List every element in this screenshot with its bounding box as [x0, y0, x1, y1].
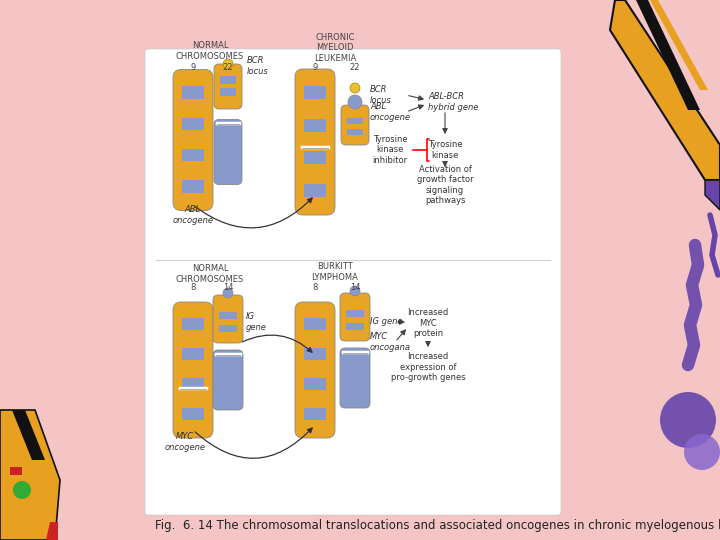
Polygon shape	[610, 0, 720, 180]
Circle shape	[684, 434, 720, 470]
Text: Tyrosine
kinase: Tyrosine kinase	[428, 140, 462, 160]
Text: Tyrosine
kinase
inhibitor: Tyrosine kinase inhibitor	[372, 135, 408, 165]
Bar	[347, 118, 363, 124]
Text: IG gene: IG gene	[370, 318, 402, 327]
Bar	[304, 184, 326, 197]
Text: ABL
oncogene: ABL oncogene	[370, 102, 411, 122]
Bar	[182, 319, 204, 330]
Circle shape	[348, 95, 362, 109]
Bar	[182, 148, 204, 161]
FancyBboxPatch shape	[295, 302, 335, 438]
Bar	[304, 151, 326, 164]
Text: 14: 14	[222, 284, 233, 293]
Polygon shape	[650, 0, 708, 90]
Bar	[182, 408, 204, 421]
FancyBboxPatch shape	[214, 119, 242, 185]
Polygon shape	[636, 0, 700, 110]
Text: Activation of
growth factor
signaling
pathways: Activation of growth factor signaling pa…	[417, 165, 473, 205]
FancyBboxPatch shape	[145, 49, 561, 515]
Polygon shape	[0, 410, 60, 540]
Bar	[347, 129, 363, 135]
Circle shape	[350, 83, 360, 93]
Text: 14: 14	[350, 284, 360, 293]
Bar	[182, 118, 204, 130]
Text: 22: 22	[350, 63, 360, 71]
Bar	[304, 348, 326, 360]
Text: 8: 8	[312, 284, 318, 293]
Text: BCR
locus: BCR locus	[247, 56, 269, 76]
Text: 8: 8	[190, 284, 196, 293]
Text: 9: 9	[190, 63, 196, 71]
Circle shape	[660, 392, 716, 448]
FancyArrowPatch shape	[195, 428, 312, 458]
Bar	[304, 119, 326, 132]
Bar	[304, 86, 326, 99]
Circle shape	[223, 288, 233, 298]
FancyArrowPatch shape	[243, 335, 312, 352]
FancyBboxPatch shape	[173, 70, 213, 211]
Polygon shape	[46, 522, 58, 540]
Bar	[182, 180, 204, 192]
Text: NORMAL
CHROMOSOMES: NORMAL CHROMOSOMES	[176, 41, 244, 60]
Text: BURKITT
LYMPHOMA: BURKITT LYMPHOMA	[312, 262, 359, 282]
Bar	[182, 379, 204, 390]
FancyBboxPatch shape	[340, 293, 370, 341]
Bar	[220, 88, 236, 96]
Bar	[304, 379, 326, 390]
FancyBboxPatch shape	[213, 350, 243, 410]
Text: ABL-BCR
hybrid gene: ABL-BCR hybrid gene	[428, 92, 478, 112]
Text: MYC
oncogene: MYC oncogene	[164, 433, 205, 451]
Text: Increased
expression of
pro-growth genes: Increased expression of pro-growth genes	[391, 352, 465, 382]
Bar	[304, 408, 326, 421]
Text: Increased
MYC
protein: Increased MYC protein	[408, 308, 449, 338]
Bar	[182, 86, 204, 99]
FancyArrowPatch shape	[195, 198, 312, 228]
Text: MYC
oncogana: MYC oncogana	[370, 332, 411, 352]
Bar	[346, 310, 364, 317]
Bar	[219, 325, 237, 332]
Bar	[219, 312, 237, 319]
Bar	[10, 467, 22, 475]
Text: 9: 9	[312, 63, 318, 71]
Polygon shape	[705, 180, 720, 210]
Circle shape	[350, 286, 360, 296]
Bar	[346, 323, 364, 330]
Bar	[182, 348, 204, 360]
FancyBboxPatch shape	[340, 348, 370, 408]
FancyBboxPatch shape	[295, 69, 335, 215]
Polygon shape	[12, 410, 45, 460]
FancyBboxPatch shape	[341, 105, 369, 145]
Text: Fig.  6. 14 The chromosomal translocations and associated oncogenes in chronic m: Fig. 6. 14 The chromosomal translocation…	[155, 518, 720, 531]
Circle shape	[223, 59, 233, 69]
Text: 22: 22	[222, 63, 233, 71]
FancyBboxPatch shape	[214, 64, 242, 109]
Bar	[220, 76, 236, 84]
Text: CHRONIC
MYELOID
LEUKEMIA: CHRONIC MYELOID LEUKEMIA	[314, 33, 356, 63]
FancyBboxPatch shape	[173, 302, 213, 438]
Text: IG
gene: IG gene	[246, 312, 267, 332]
FancyBboxPatch shape	[213, 295, 243, 343]
Text: ABL
oncogene: ABL oncogene	[173, 205, 214, 225]
Text: NORMAL
CHROMOSOMES: NORMAL CHROMOSOMES	[176, 264, 244, 284]
Circle shape	[13, 481, 31, 499]
Text: BCR
locus: BCR locus	[370, 85, 392, 105]
Bar	[304, 319, 326, 330]
